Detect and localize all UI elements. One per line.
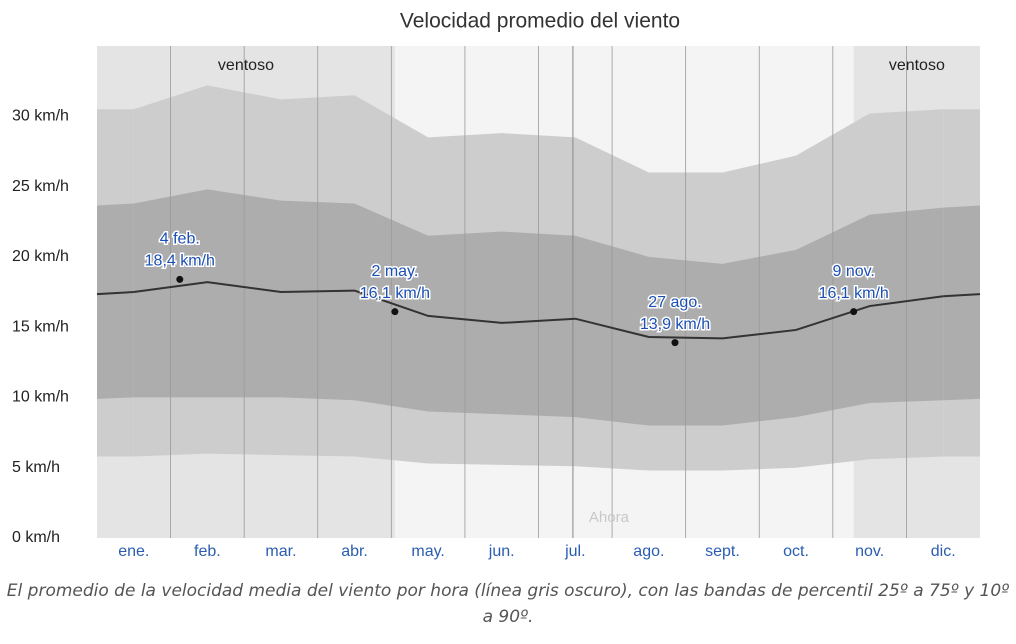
y-tick-label: 0 km/h bbox=[12, 529, 60, 546]
chart: Velocidad promedio del viento ene. feb. ma… bbox=[12, 10, 981, 560]
annotation-point bbox=[850, 308, 858, 316]
y-tick-label: 20 km/h bbox=[12, 248, 69, 265]
percentile-band-wrap bbox=[97, 203, 134, 399]
annotation-date: 2 may. bbox=[371, 263, 418, 280]
x-tick-label: dic. bbox=[931, 543, 956, 560]
annotation-value: 18,4 km/h bbox=[145, 253, 215, 270]
annotation-point bbox=[391, 308, 399, 316]
x-tick-label: nov. bbox=[855, 543, 884, 560]
y-tick-label: 5 km/h bbox=[12, 459, 60, 476]
annotation-value: 13,9 km/h bbox=[640, 316, 710, 333]
annotation-value: 16,1 km/h bbox=[360, 285, 430, 302]
x-tick-label: sept. bbox=[705, 543, 740, 560]
y-tick-label: 15 km/h bbox=[12, 318, 69, 335]
mean-line-wrap bbox=[96, 291, 134, 296]
annotation-point bbox=[671, 339, 679, 347]
caption: El promedio de la velocidad media del vi… bbox=[6, 581, 1010, 627]
y-tick-label: 25 km/h bbox=[12, 178, 69, 195]
annotation-date: 4 feb. bbox=[160, 231, 200, 248]
percentile-band-wrap bbox=[943, 205, 980, 401]
annotation-date: 9 nov. bbox=[832, 263, 874, 280]
x-tick-label: ene. bbox=[118, 543, 149, 560]
annotation-point bbox=[176, 275, 184, 283]
x-tick-label: may. bbox=[411, 543, 444, 560]
annotation-date: 27 ago. bbox=[648, 294, 701, 311]
mean-line-wrap bbox=[943, 293, 981, 298]
mean-line bbox=[133, 281, 944, 340]
annotation-value: 16,1 km/h bbox=[819, 285, 889, 302]
chart-title: Velocidad promedio del viento bbox=[400, 10, 680, 33]
now-label: Ahora bbox=[589, 509, 630, 526]
x-tick-label: ago. bbox=[633, 543, 664, 560]
x-tick-label: jun. bbox=[488, 543, 515, 560]
x-tick-label: feb. bbox=[194, 543, 221, 560]
season-label: ventoso bbox=[218, 57, 274, 74]
x-tick-label: oct. bbox=[783, 543, 809, 560]
x-tick-label: jul. bbox=[564, 543, 585, 560]
y-tick-label: 10 km/h bbox=[12, 389, 69, 406]
x-tick-label: abr. bbox=[341, 543, 368, 560]
y-tick-label: 30 km/h bbox=[12, 108, 69, 125]
season-label: ventoso bbox=[889, 57, 945, 74]
x-tick-label: mar. bbox=[265, 543, 296, 560]
